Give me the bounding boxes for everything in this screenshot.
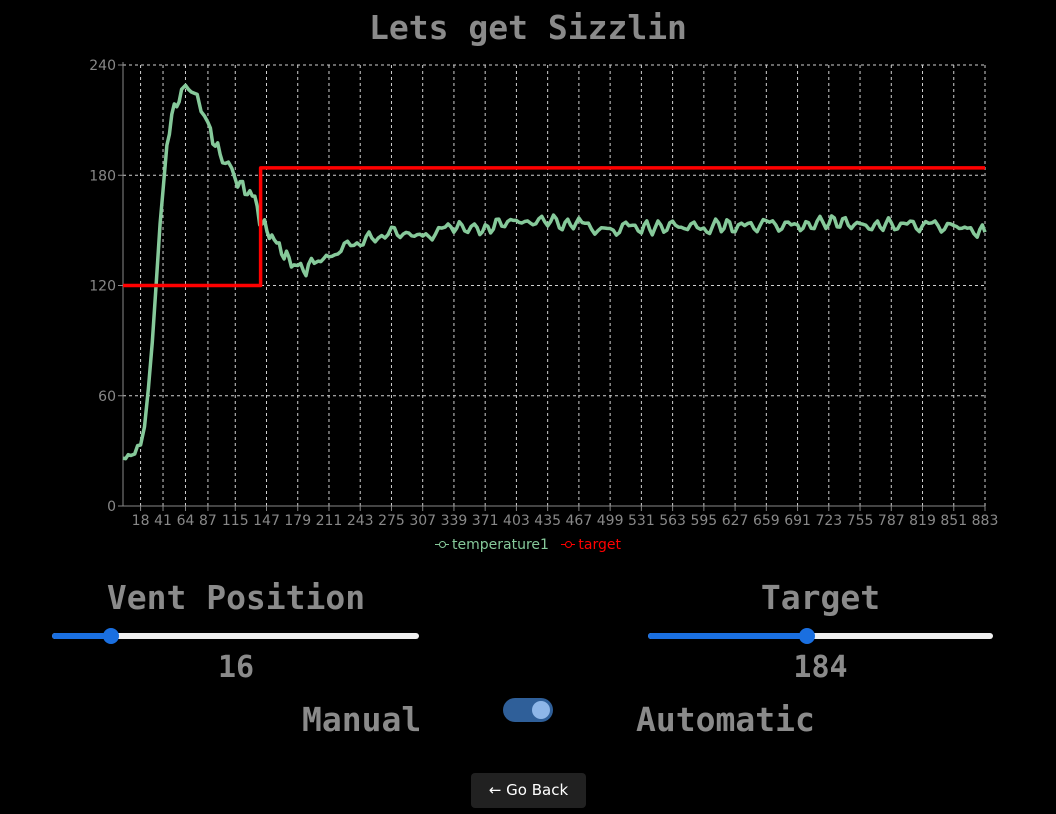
x-axis-ticks: 18 41 64 87 115 147 179 211 243 275 307 339 371 403 43…: [132, 506, 999, 529]
x-tick-label: 883: [972, 513, 999, 529]
x-tick-label: 627: [722, 513, 749, 529]
x-tick-label: 275: [378, 513, 405, 529]
y-tick-label: 120: [89, 279, 116, 295]
x-tick-label: 87: [199, 513, 217, 529]
chart-series: [122, 83, 987, 461]
x-tick-label: 691: [784, 513, 811, 529]
mode-toggle[interactable]: [503, 698, 553, 722]
x-tick-label: 307: [409, 513, 436, 529]
x-tick-label: 851: [940, 513, 967, 529]
slider-track: [52, 633, 419, 639]
x-tick-label: 41: [154, 513, 172, 529]
x-tick-label: 563: [659, 513, 686, 529]
automatic-label: Automatic: [636, 700, 815, 739]
x-tick-label: 403: [503, 513, 530, 529]
toggle-knob: [532, 701, 550, 719]
legend-item-target[interactable]: target: [561, 537, 621, 553]
page-title: Lets get Sizzlin: [369, 8, 687, 47]
slider-track: [648, 633, 993, 639]
slider-thumb[interactable]: [102, 628, 119, 644]
vent-position-value: 16: [217, 650, 255, 685]
target-label: Target: [760, 578, 881, 617]
vent-position-slider[interactable]: [52, 626, 419, 646]
x-tick-label: 115: [222, 513, 249, 529]
x-tick-label: 147: [253, 513, 280, 529]
y-tick-label: 240: [89, 58, 116, 74]
slider-thumb[interactable]: [798, 628, 815, 644]
y-axis-ticks: 0 60 120 180 240: [89, 58, 123, 515]
x-tick-label: 595: [690, 513, 717, 529]
x-tick-label: 435: [534, 513, 561, 529]
x-tick-label: 211: [316, 513, 343, 529]
legend-label: temperature1: [452, 537, 549, 553]
x-tick-label: 179: [284, 513, 311, 529]
legend-label: target: [578, 537, 621, 553]
x-tick-label: 243: [347, 513, 374, 529]
chart-grid: [123, 64, 986, 506]
slider-fill: [52, 633, 111, 639]
x-tick-label: 659: [753, 513, 780, 529]
x-tick-label: 723: [815, 513, 842, 529]
slider-fill: [648, 633, 807, 639]
y-tick-label: 0: [107, 499, 116, 515]
legend-item-temperature1[interactable]: temperature1: [435, 537, 549, 553]
target-slider[interactable]: [648, 626, 993, 646]
series-line-temperature1: [122, 83, 987, 461]
x-tick-label: 531: [628, 513, 655, 529]
chart-legend: temperature1 target: [0, 537, 1056, 553]
target-value: 184: [793, 650, 848, 685]
series-line-target: [123, 166, 985, 288]
manual-label: Manual: [302, 700, 422, 739]
x-tick-label: 755: [847, 513, 874, 529]
x-tick-label: 18: [132, 513, 150, 529]
go-back-button[interactable]: ← Go Back: [471, 773, 586, 808]
x-tick-label: 339: [441, 513, 468, 529]
y-tick-label: 180: [89, 168, 116, 184]
x-tick-label: 467: [566, 513, 593, 529]
legend-marker-icon: [435, 540, 450, 550]
x-tick-label: 499: [597, 513, 624, 529]
vent-position-label: Vent Position: [106, 578, 366, 617]
y-tick-label: 60: [98, 389, 116, 405]
x-tick-label: 371: [472, 513, 499, 529]
x-tick-label: 787: [878, 513, 905, 529]
x-tick-label: 819: [909, 513, 936, 529]
legend-marker-icon: [561, 540, 576, 550]
x-tick-label: 64: [177, 513, 195, 529]
